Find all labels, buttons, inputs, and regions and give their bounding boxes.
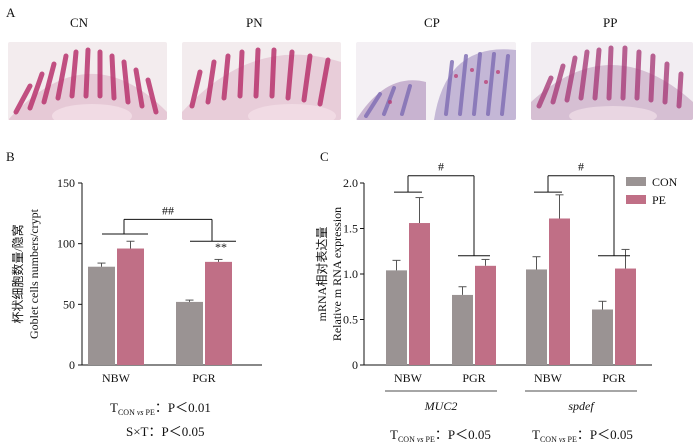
chart-b-ylabel-cn: 杯状细胞数量/隐窝	[10, 224, 25, 323]
stat-c2-rest: ：P＜0.05	[576, 427, 633, 442]
micrograph-pn	[182, 42, 341, 120]
chart-c-bar-pe	[615, 268, 636, 365]
chart-c-ytick-label: 0	[352, 358, 358, 372]
chart-c-bar-con	[526, 269, 547, 365]
stat-c2-sub: CON	[539, 435, 557, 444]
image-title-cp: CP	[424, 15, 440, 30]
chart-c-xtick-label: PGR	[602, 371, 625, 385]
stat-c1-sub: CON	[397, 435, 415, 444]
chart-c-bar-pe	[549, 218, 570, 365]
chart-c-ylabel-en: Relative m RNA expression	[330, 207, 344, 341]
micrograph-pp	[531, 42, 693, 120]
chart-c-bar-con	[452, 294, 473, 365]
chart-c-ytick-label: 2.0	[343, 176, 358, 190]
micrograph-cn	[8, 42, 167, 120]
chart-c-xtick-label: NBW	[534, 371, 563, 385]
chart-b-bar-con	[176, 301, 203, 365]
chart-c-ytick-label: 1.5	[343, 222, 358, 236]
chart-c-xtick-label: PGR	[462, 371, 485, 385]
chart-c-bar-con	[386, 270, 407, 365]
chart-c-xtick-label: NBW	[394, 371, 423, 385]
image-title-pn: PN	[246, 15, 263, 30]
chart-c-bar-pe	[475, 265, 496, 365]
chart-b-ytick-label: 0	[69, 358, 75, 372]
chart-b-ytick-label: 100	[57, 237, 75, 251]
chart-b-sig-top: ##	[162, 203, 174, 217]
chart-c-gene-label: MUC2	[424, 399, 458, 413]
chart-c-gene-label: spdef	[568, 399, 595, 413]
stat-c-muc2: TCON vs PE：P＜0.05	[390, 428, 491, 444]
stat-c1-main: T	[390, 427, 398, 442]
chart-c-ylabel-cn: mRNA相对表达量	[315, 227, 329, 322]
chart-c-ytick-label: 1.0	[343, 267, 358, 281]
stat-c-spdef: TCON vs PE：P＜0.05	[532, 428, 633, 444]
image-title-pp: PP	[603, 15, 618, 30]
chart-c-bar-con	[592, 309, 613, 365]
stat-b1-main: T	[110, 400, 118, 415]
chart-b-xtick-label: PGR	[192, 371, 215, 385]
stat-b1-sub2: PE	[145, 408, 155, 417]
chart-b-ytick-label: 50	[63, 297, 75, 311]
chart-b-ytick-label: 150	[57, 176, 75, 190]
panel-c-letter: C	[320, 149, 329, 164]
panel-a-letter: A	[6, 5, 16, 20]
chart-c-sig: #	[578, 160, 584, 174]
chart-b-sig-pgr: **	[215, 240, 227, 254]
stat-c2-sub2: PE	[567, 435, 577, 444]
micrograph-cp	[356, 42, 516, 120]
stat-b1-vs: vs	[136, 408, 144, 417]
panel-b-letter: B	[6, 149, 15, 164]
chart-c-bar-pe	[409, 223, 430, 365]
stat-b1-rest: ：P＜0.01	[154, 400, 211, 415]
stat-b-line2: S×T：P＜0.05	[126, 424, 205, 439]
chart-b-ylabel-en: Goblet cells numbers/crypt	[27, 208, 41, 339]
chart-b-bar-con	[88, 266, 115, 365]
legend-label-pe: PE	[652, 193, 666, 207]
stat-b1-sub: CON	[117, 408, 135, 417]
chart-b-xtick-label: NBW	[102, 371, 131, 385]
stat-c1-rest: ：P＜0.05	[434, 427, 491, 442]
stat-c1-vs: vs	[416, 435, 424, 444]
legend-swatch-pe	[626, 195, 646, 204]
chart-b-bar-pe	[205, 261, 232, 365]
stat-c1-sub2: PE	[425, 435, 435, 444]
stat-b-line1: TCON vs PE：P＜0.01	[110, 401, 211, 417]
chart-c-ytick-label: 0.5	[343, 313, 358, 327]
legend-swatch-con	[626, 177, 646, 186]
stat-c2-vs: vs	[558, 435, 566, 444]
stat-c2-main: T	[532, 427, 540, 442]
legend-label-con: CON	[652, 175, 678, 189]
image-title-cn: CN	[70, 15, 89, 30]
chart-c-sig: #	[438, 160, 444, 174]
chart-b-bar-pe	[117, 248, 144, 365]
